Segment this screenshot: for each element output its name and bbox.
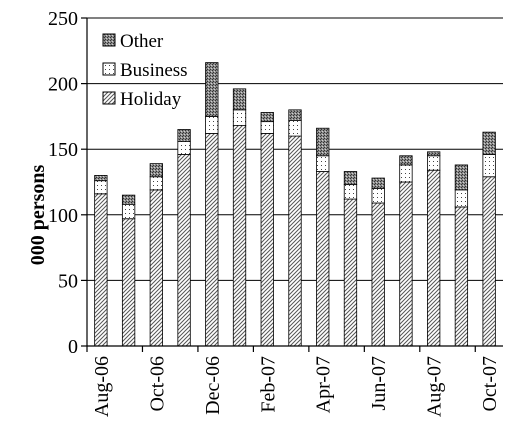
bar-segment-holiday — [288, 135, 302, 347]
bar-segment-other — [482, 131, 496, 155]
legend-label-holiday: Holiday — [120, 89, 182, 110]
bar-segment-holiday — [121, 218, 136, 347]
bar-segment-holiday — [232, 125, 247, 347]
bar-segment-other — [454, 164, 469, 191]
y-axis-title: 000 persons — [27, 165, 49, 266]
bar-segment-holiday — [343, 198, 358, 347]
x-tick-label: Apr-07 — [313, 356, 335, 413]
x-tick-label: Aug-07 — [424, 356, 446, 417]
bar-segment-other — [205, 62, 219, 117]
y-tick-label: 250 — [48, 8, 78, 30]
bar-segment-business — [177, 140, 191, 155]
bar-segment-other — [427, 151, 441, 157]
legend-label-other: Other — [120, 31, 164, 52]
legend-label-business: Business — [120, 60, 188, 81]
bar-segment-business — [427, 155, 441, 171]
bar-segment-holiday — [205, 133, 219, 347]
bar-segment-other — [232, 88, 247, 111]
y-tick-label: 50 — [58, 270, 78, 292]
bar-segment-holiday — [177, 154, 191, 347]
x-tick-labels: Aug-06 Oct-06 Dec-06 Feb-07 Apr-07 Jun-07 Aug-… — [91, 356, 501, 417]
bar-segment-other — [149, 163, 163, 178]
bar-segment-holiday — [399, 181, 413, 347]
y-tick-label: 0 — [68, 336, 78, 358]
bar-segment-other — [260, 112, 274, 123]
bar-segment-other — [399, 155, 413, 166]
bar-segment-business — [94, 180, 108, 195]
bar-segment-holiday — [94, 193, 108, 347]
legend-swatch-holiday — [102, 91, 116, 105]
x-tick-label: Oct-07 — [479, 356, 501, 412]
bar-segment-business — [482, 154, 496, 178]
bar-segment-business — [454, 189, 469, 208]
x-tick-label: Oct-06 — [146, 356, 168, 412]
bar-segment-holiday — [316, 171, 330, 347]
bar-segment-business — [232, 109, 247, 126]
bar-segment-business — [260, 121, 274, 134]
legend-swatch-business — [102, 62, 116, 76]
bar-segment-other — [288, 109, 302, 121]
bar-segment-holiday — [149, 189, 163, 347]
y-tick-label: 150 — [48, 139, 78, 161]
x-tick-label: Jun-07 — [368, 356, 390, 410]
bar-segment-holiday — [260, 133, 274, 347]
bar-segment-business — [399, 164, 413, 183]
bar-segment-holiday — [482, 176, 496, 347]
y-tick-label: 200 — [48, 74, 78, 96]
x-tick-label: Feb-07 — [257, 356, 279, 413]
x-tick-label: Dec-06 — [202, 356, 224, 415]
bar-segment-other — [316, 127, 330, 157]
bar-segment-business — [316, 155, 330, 172]
axes — [81, 17, 503, 352]
bar-segment-business — [205, 116, 219, 134]
y-tick-label: 100 — [48, 205, 78, 227]
bar-segment-holiday — [454, 206, 469, 347]
y-tick-labels: 0 50 100 150 200 250 — [48, 8, 78, 358]
bar-segment-holiday — [427, 169, 441, 347]
bar-segment-business — [288, 119, 302, 137]
x-tick-label: Aug-06 — [91, 356, 113, 417]
legend-swatch-other — [102, 33, 116, 47]
bar-segment-other — [343, 171, 358, 186]
bar-segment-holiday — [371, 202, 385, 347]
bar-segment-other — [94, 175, 108, 182]
bar-segment-business — [371, 188, 385, 204]
bar-segment-other — [371, 177, 385, 189]
bar-segment-other — [121, 194, 136, 205]
legend: Other Business Holiday — [102, 31, 188, 110]
bar-segment-business — [149, 176, 163, 191]
bar-segment-business — [121, 203, 136, 220]
bar-group — [94, 62, 496, 347]
bar-segment-other — [177, 129, 191, 142]
bar-segment-business — [343, 184, 358, 200]
